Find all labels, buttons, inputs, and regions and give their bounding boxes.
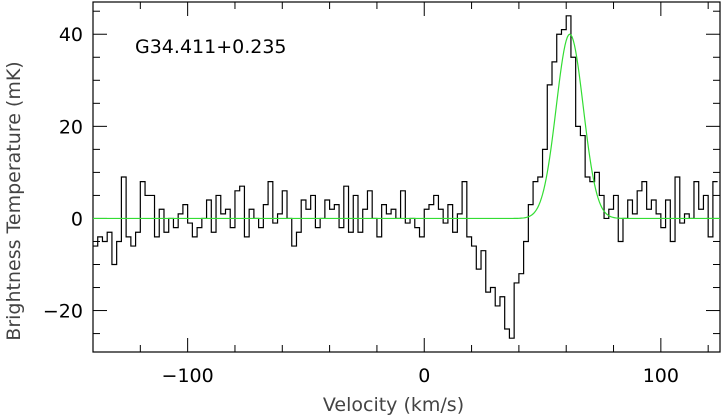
- spectrum-steps: [93, 15, 718, 339]
- y-axis-title: Brightness Temperature (mK): [3, 61, 25, 340]
- series-layer: [93, 15, 720, 339]
- y-tick-label: 20: [59, 116, 83, 138]
- x-tick-label: −100: [162, 365, 214, 387]
- source-annotation: G34.411+0.235: [135, 36, 287, 58]
- y-tick-label: 0: [71, 208, 83, 230]
- y-tick-label: −20: [43, 301, 83, 323]
- y-tick-label: 40: [59, 24, 83, 46]
- gaussian-fit-line: [93, 33, 720, 220]
- tick-labels: −100 0 100 −20 0 20 40: [43, 24, 679, 387]
- x-axis-title: Velocity (km/s): [323, 394, 464, 415]
- plot-frame: [92, 1, 721, 353]
- x-tick-label: 0: [418, 365, 430, 387]
- x-tick-label: 100: [643, 365, 679, 387]
